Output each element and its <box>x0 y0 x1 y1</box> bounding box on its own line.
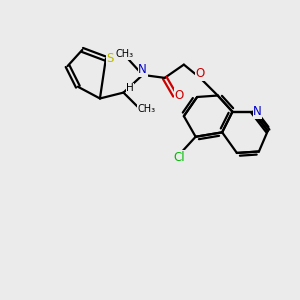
Text: N: N <box>253 105 262 118</box>
Text: O: O <box>175 89 184 102</box>
Text: O: O <box>195 67 205 80</box>
Text: S: S <box>106 52 114 65</box>
Text: Cl: Cl <box>174 151 185 164</box>
Text: H: H <box>126 83 134 93</box>
Text: CH₃: CH₃ <box>137 104 155 114</box>
Text: CH₃: CH₃ <box>116 49 134 59</box>
Text: N: N <box>138 63 147 76</box>
